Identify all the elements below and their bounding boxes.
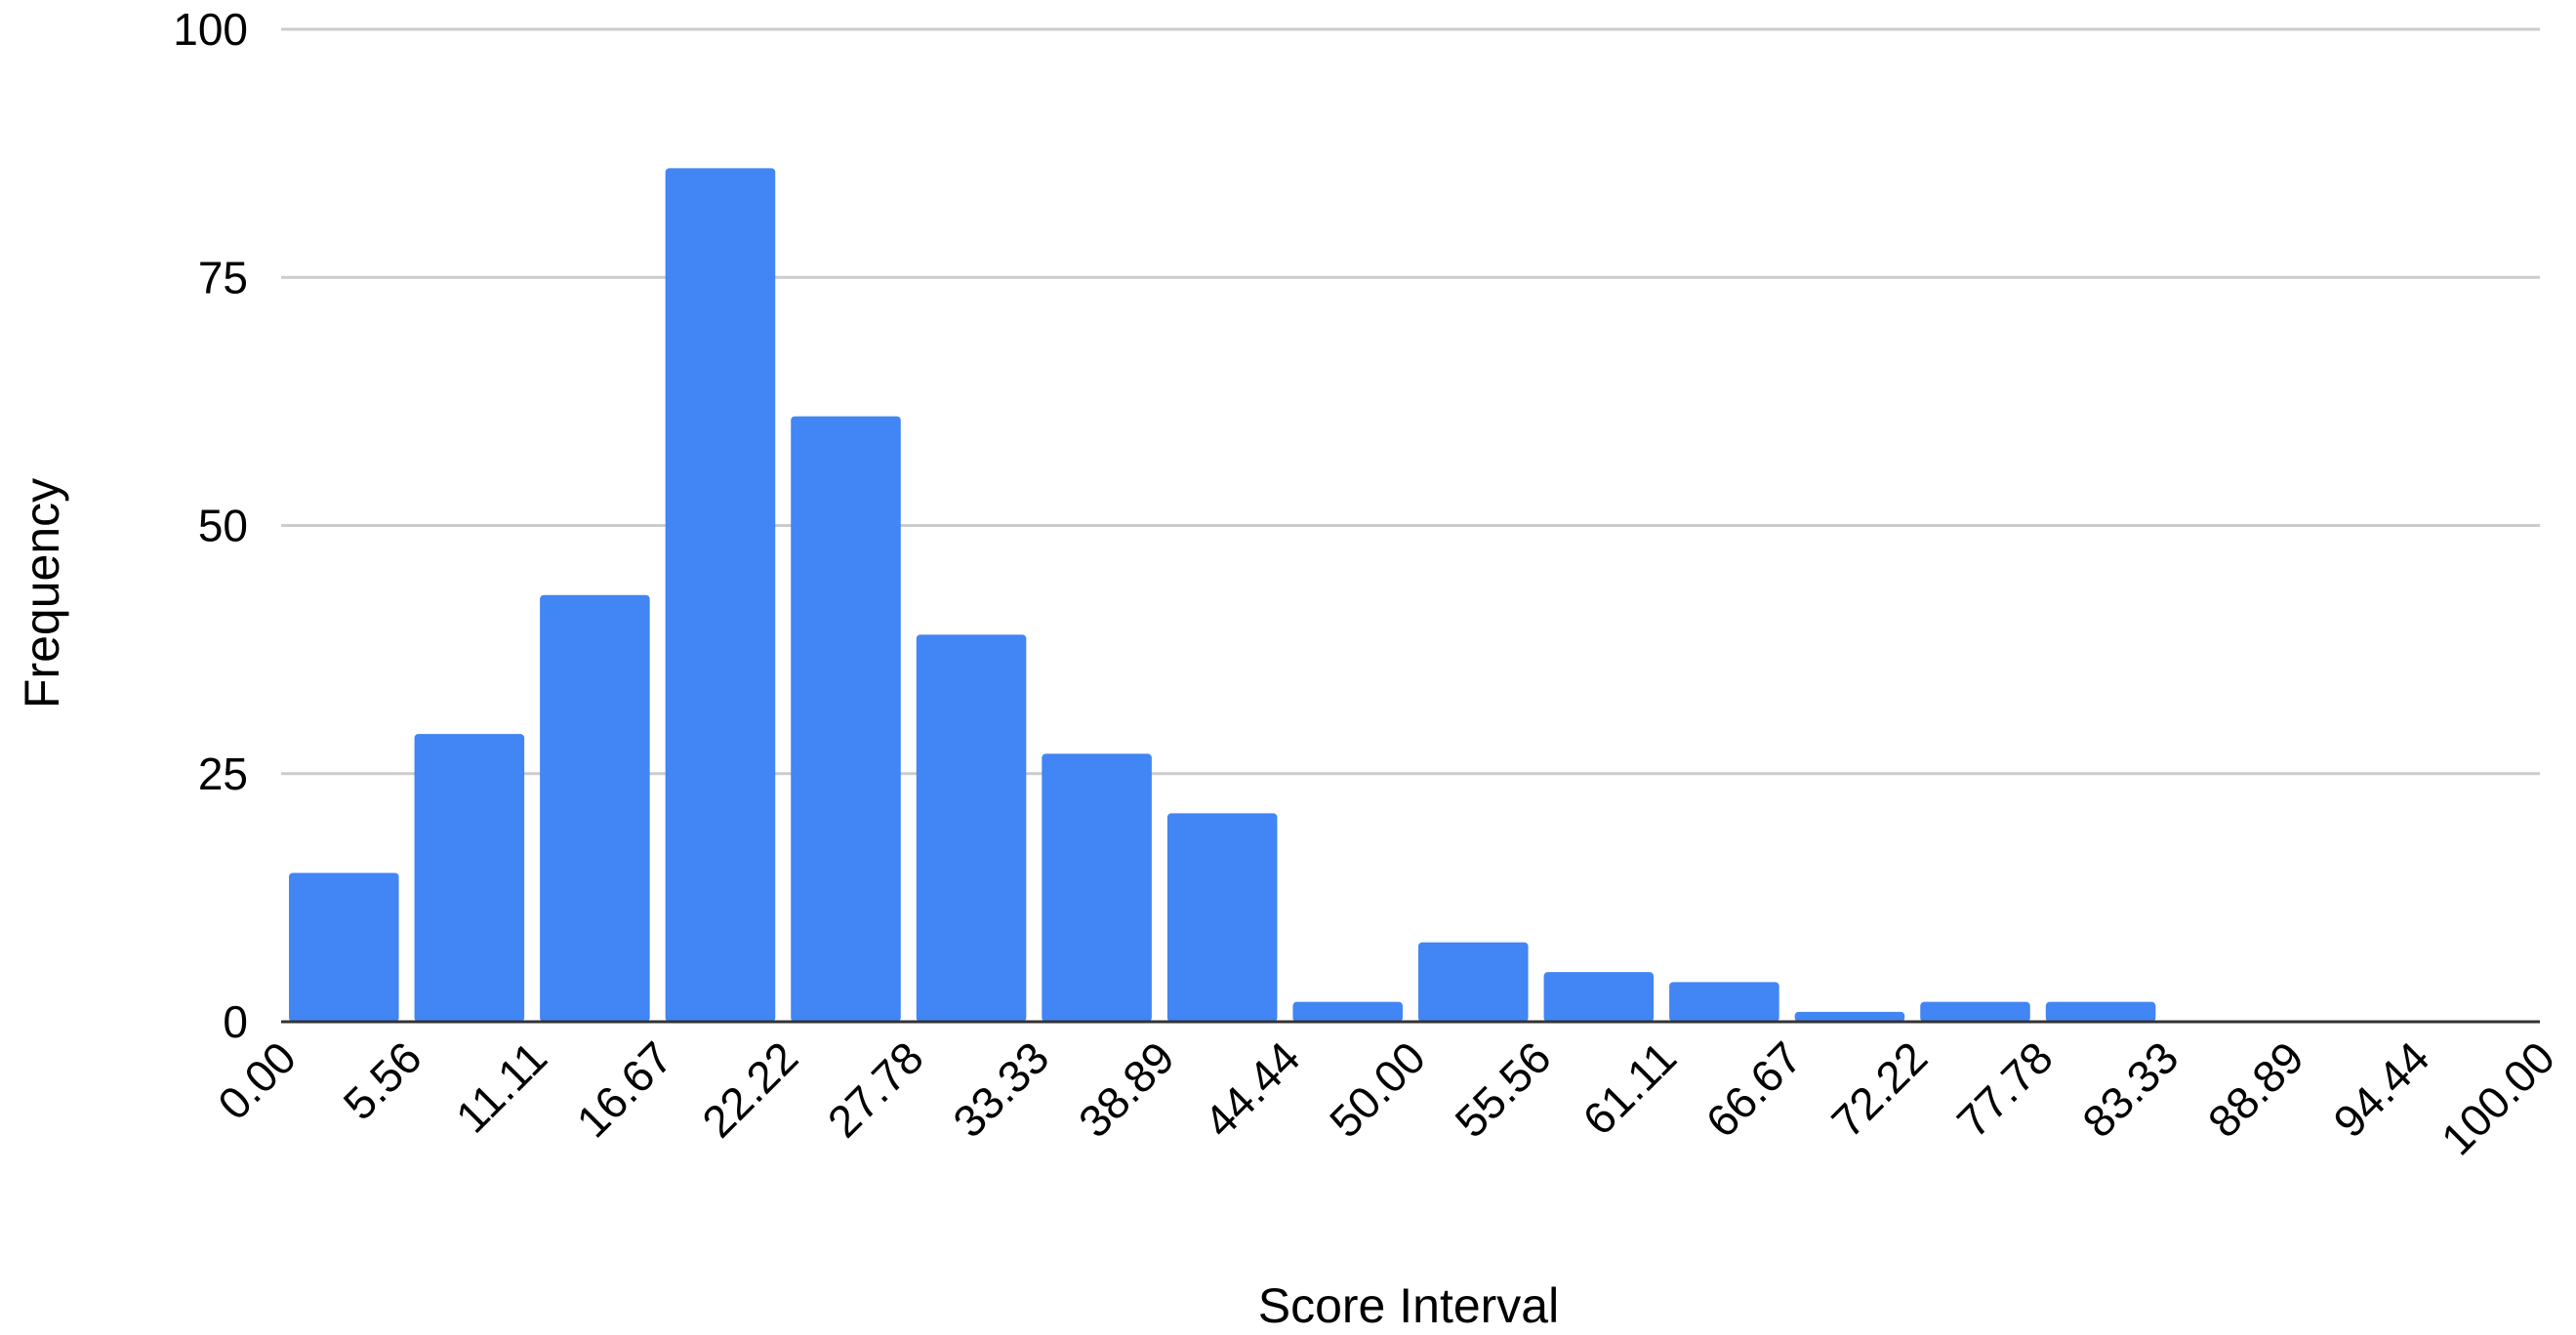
histogram-bar	[1292, 1001, 1403, 1022]
x-tick-label: 38.89	[1069, 1032, 1184, 1147]
histogram-bar	[289, 872, 399, 1022]
x-tick-label: 83.33	[2072, 1032, 2188, 1147]
x-tick-label: 50.00	[1320, 1032, 1435, 1147]
x-tick-label: 5.56	[334, 1032, 431, 1129]
x-tick-label: 22.22	[692, 1032, 807, 1147]
x-tick-label: 94.44	[2323, 1032, 2438, 1147]
y-tick-label: 100	[173, 4, 248, 55]
x-tick-label: 72.22	[1821, 1032, 1937, 1147]
histogram-bar	[665, 168, 776, 1022]
x-tick-label: 16.67	[567, 1032, 682, 1147]
histogram-bar	[1543, 972, 1655, 1022]
histogram-bar	[540, 594, 650, 1022]
bars	[289, 168, 2156, 1022]
x-tick-label: 77.78	[1947, 1032, 2063, 1147]
y-tick-label: 25	[198, 748, 248, 799]
y-tick-labels: 0 25 50 75 100	[173, 4, 248, 1047]
histogram-bar	[791, 416, 901, 1022]
x-tick-label: 33.33	[943, 1032, 1058, 1147]
y-axis-title: Frequency	[15, 478, 69, 708]
histogram-bar	[1166, 813, 1278, 1022]
histogram-bar	[2045, 1001, 2156, 1022]
gridlines	[281, 27, 2540, 776]
y-tick-label: 50	[198, 501, 248, 551]
histogram-bar	[1042, 753, 1152, 1022]
x-axis-title: Score Interval	[1258, 1278, 1559, 1330]
histogram-bar	[1920, 1001, 2030, 1022]
x-tick-label: 61.11	[1573, 1032, 1686, 1145]
x-tick-label: 100.00	[2432, 1032, 2564, 1164]
x-tick-label: 27.78	[818, 1032, 933, 1147]
histogram-bar	[1794, 1011, 1905, 1022]
x-tick-label: 44.44	[1194, 1032, 1309, 1147]
x-tick-label: 11.11	[446, 1032, 556, 1142]
histogram-bar	[1669, 982, 1779, 1022]
x-tick-label: 55.56	[1445, 1032, 1560, 1147]
y-tick-label: 0	[223, 996, 248, 1047]
x-tick-labels: 0.00 5.56 11.11 16.67 22.22 27.78 33.33 38.89 44…	[208, 1032, 2564, 1164]
x-tick-label: 66.67	[1697, 1032, 1812, 1147]
histogram-bar	[916, 634, 1027, 1022]
histogram-bar	[1418, 942, 1529, 1022]
x-tick-label: 88.89	[2198, 1032, 2313, 1147]
histogram-bar	[414, 734, 525, 1022]
y-tick-label: 75	[198, 252, 248, 303]
